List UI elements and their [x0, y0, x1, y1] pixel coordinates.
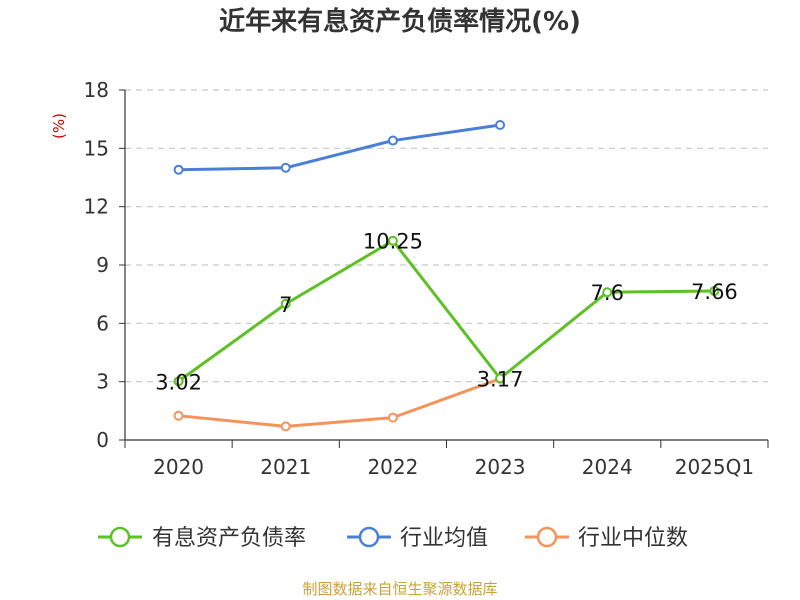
- legend-label: 行业中位数: [578, 526, 688, 551]
- y-tick-label: 12: [84, 195, 109, 219]
- x-tick-label: 2022: [367, 455, 418, 479]
- data-label: 7.6: [591, 281, 624, 305]
- legend-label: 行业均值: [400, 526, 488, 551]
- data-point: [602, 287, 613, 298]
- data-label: 3.17: [477, 367, 524, 391]
- x-tick-label: 2025Q1: [675, 455, 754, 479]
- series-line: [178, 123, 501, 172]
- legend-marker: [109, 526, 131, 548]
- legend-marker: [536, 526, 558, 548]
- y-tick-label: 18: [84, 78, 109, 102]
- series-line: [177, 239, 715, 383]
- data-point: [280, 162, 291, 173]
- x-tick-label: 2020: [153, 455, 204, 479]
- source-note: 制图数据来自恒生聚源数据库: [302, 580, 497, 598]
- legend-marker: [358, 526, 380, 548]
- data-point: [495, 373, 506, 384]
- data-point: [280, 421, 291, 432]
- x-tick-label: 2021: [260, 455, 311, 479]
- legend: 有息资产负债率 行业均值 行业中位数: [98, 526, 688, 551]
- data-label: 7: [279, 293, 292, 317]
- axes: 0 3 6 9 12 15 18 2020 2021 2022 2023 2024 2025Q1: [84, 78, 769, 479]
- data-point: [280, 298, 291, 309]
- y-tick-label: 15: [84, 136, 109, 160]
- series-lines: [173, 120, 720, 432]
- chart-title: 近年来有息资产负债率情况(%): [219, 6, 581, 37]
- data-label: 7.66: [691, 280, 738, 304]
- x-tick-label: 2023: [475, 455, 526, 479]
- data-point: [387, 412, 398, 423]
- y-tick-label: 9: [96, 253, 109, 277]
- y-tick-label: 0: [96, 428, 109, 452]
- data-label: 3.02: [155, 370, 202, 394]
- data-point: [387, 135, 398, 146]
- grid-lines: [125, 89, 768, 383]
- y-tick-label: 3: [96, 370, 109, 394]
- data-point: [709, 286, 720, 297]
- data-point: [173, 376, 184, 387]
- legend-label: 有息资产负债率: [152, 526, 306, 551]
- data-point: [173, 164, 184, 175]
- data-label: 10.25: [363, 230, 423, 254]
- x-tick-label: 2024: [582, 455, 633, 479]
- data-point: [173, 410, 184, 421]
- series-line: [178, 377, 501, 428]
- data-point: [495, 120, 506, 130]
- y-axis-unit: (%): [50, 113, 68, 139]
- y-tick-label: 6: [96, 311, 109, 335]
- data-point: [387, 235, 398, 246]
- data-labels: 3.02 7 10.25 3.17 7.6 7.66: [155, 230, 738, 395]
